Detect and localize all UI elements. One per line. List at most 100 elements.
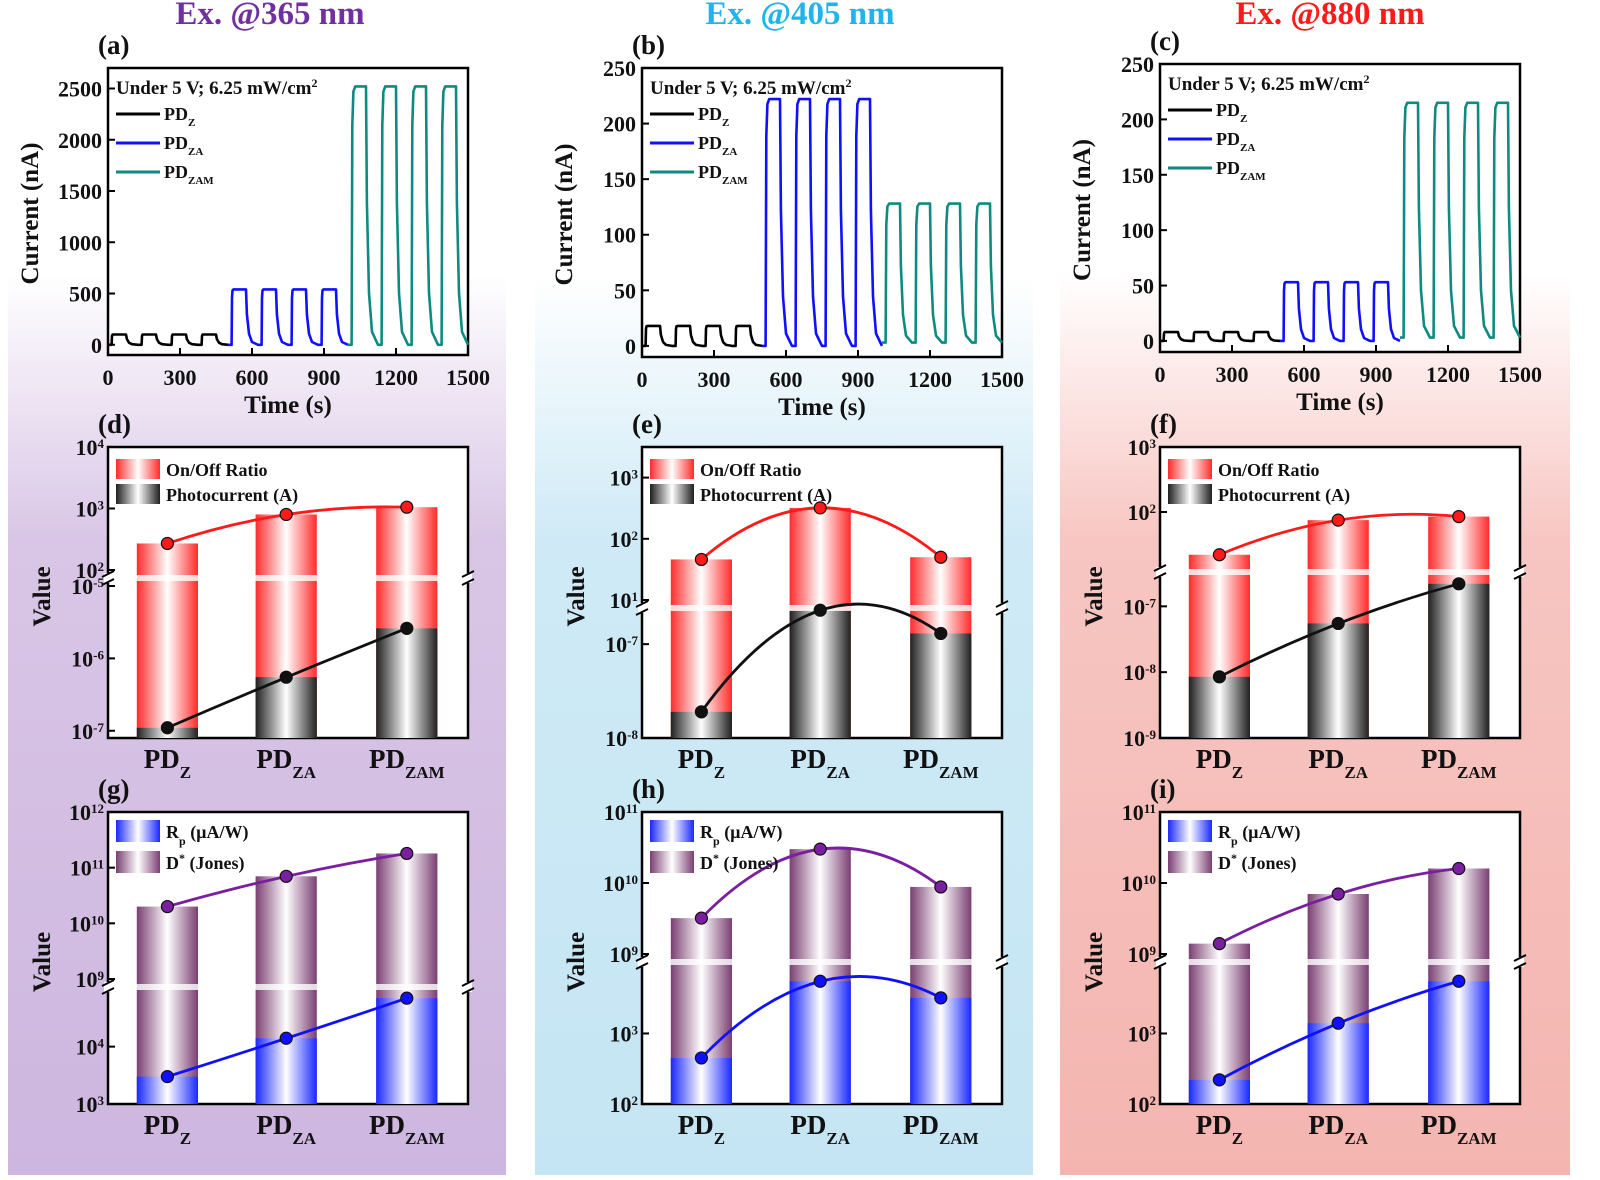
column-title-405: Ex. @405 nm [705,0,895,32]
panel-label: (a) [98,30,129,60]
legend-entry: PDZAM [698,162,748,187]
x-tick-label: 300 [698,367,731,392]
axis-break-mark [101,979,115,987]
category-label: PDZA [790,744,850,782]
y-tick-label: 103 [610,466,639,491]
panel-label: (b) [632,30,665,60]
panel-a: 0 500 1000 1500 2000 2500 0 300 600 900 1200 1500 Ti… [17,30,490,419]
axis-break-mark [1513,564,1527,572]
y-tick-label: 50 [1132,274,1154,299]
legend-entry: Photocurrent (A) [1218,485,1350,506]
axis-break-gap [464,982,472,992]
y-tick-label: 200 [603,112,636,137]
axis-break-band [253,575,319,581]
upper-trend-line-point-PDZ [160,899,174,914]
axis-break-gap [1516,957,1524,967]
upper-trend-line-point-PDZAM [1452,509,1466,524]
y-tick-label: 0 [1143,329,1154,354]
upper-trend-line-point-PDZA [813,842,827,856]
y-tick-label: 1000 [58,230,102,255]
panel-label: (h) [632,774,665,804]
axis-break-mark [461,570,475,578]
upper-trend-line-point-PDZAM [934,880,948,894]
axis-break-mark [1153,572,1167,580]
axis-break-band [253,984,319,990]
upper-trend-line-point-PDZ [694,911,709,925]
y-tick-label: 1010 [1121,871,1156,896]
bar-lower-PDZA [255,1038,317,1104]
lower-trend-line-point-PDZA [813,603,827,617]
x-axis-label: Time (s) [778,394,866,421]
y-tick-label: 100 [1121,218,1154,243]
x-tick-label: 1500 [980,367,1024,392]
category-label: PDZAM [1421,744,1497,782]
y-tick-label: 101 [610,588,639,613]
axis-break-gap [1516,567,1524,577]
x-tick-label: 0 [103,365,114,390]
axis-break-mark [995,962,1009,970]
category-label: PDZAM [1421,1110,1497,1148]
y-tick-label: 150 [1121,163,1154,188]
legend-entry: PDZ [1216,100,1247,125]
y-tick-label: 1011 [70,856,104,881]
y-tick-label: 1500 [58,179,102,204]
axis-break-gap [104,573,112,583]
upper-trend-line-point-PDZA [279,507,293,522]
y-tick-label: 102 [76,558,105,583]
axis-break-band [668,605,734,611]
y-tick-label: 102 [1128,1092,1157,1117]
lower-trend-line-point-PDZAM [400,991,414,1005]
lower-trend-line-point-PDZA [279,1031,293,1045]
lower-trend-line-point-PDZAM [1452,577,1466,591]
axis-break-band [134,984,200,990]
panel-e: 101 102 103 10-8 10-7 PDZ PDZA PDZAM Value (e) On/… [563,409,1009,782]
axis-break-band [134,575,200,581]
axis-break-gap [998,957,1006,967]
lower-trend-line-point-PDZAM [400,621,414,635]
x-tick-label: 1500 [446,365,490,390]
legend-swatch [650,851,694,873]
legend-swatch [650,459,694,479]
series-line-PDZAM [1400,101,1522,339]
axis-break-mark [461,578,475,586]
axis-break-gap [464,573,472,583]
y-axis-label: Value [563,932,590,992]
y-tick-label: 109 [76,967,105,992]
y-tick-label: 1011 [604,800,638,825]
category-label: PDZ [1196,744,1243,782]
y-tick-label: 1011 [1122,800,1156,825]
y-tick-label: 102 [610,1092,639,1117]
legend-swatch [1168,820,1212,842]
y-tick-label: 10-9 [1123,726,1156,751]
legend-swatch [116,851,160,873]
legend-swatch [116,820,160,842]
legend-entry: Photocurrent (A) [700,485,832,506]
y-tick-label: 1010 [603,871,638,896]
y-tick-label: 104 [76,435,105,460]
axis-break-band [374,984,440,990]
y-tick-label: 104 [76,1035,105,1060]
panel-d: 102 103 104 10-7 10-6 10-5 PDZ PDZA PDZAM Value (d… [29,409,475,782]
bar-lower-PDZA [1307,623,1369,738]
legend-entry: PDZAM [164,162,214,187]
lower-trend-line-point-PDZ [694,1051,709,1065]
y-tick-label: 500 [69,282,102,307]
y-tick-label: 103 [1128,435,1157,460]
column-title-880: Ex. @880 nm [1235,0,1425,32]
x-tick-label: 0 [1155,362,1166,387]
axis-break-mark [461,987,475,995]
y-axis-label: Value [1081,932,1108,992]
x-tick-label: 1500 [1498,362,1542,387]
axis-break-band [787,959,853,965]
y-tick-label: 103 [76,497,105,522]
x-tick-label: 900 [308,365,341,390]
axis-break-gap [104,982,112,992]
legend-entry: Rp (µA/W) [1218,822,1301,848]
bar-lower-PDZAM [1428,583,1490,738]
y-axis-label: Value [563,566,590,626]
panel-label: (d) [98,409,131,439]
legend-entry: D* (Jones) [700,851,779,874]
legend-swatch [650,820,694,842]
axis-break-mark [1513,572,1527,580]
